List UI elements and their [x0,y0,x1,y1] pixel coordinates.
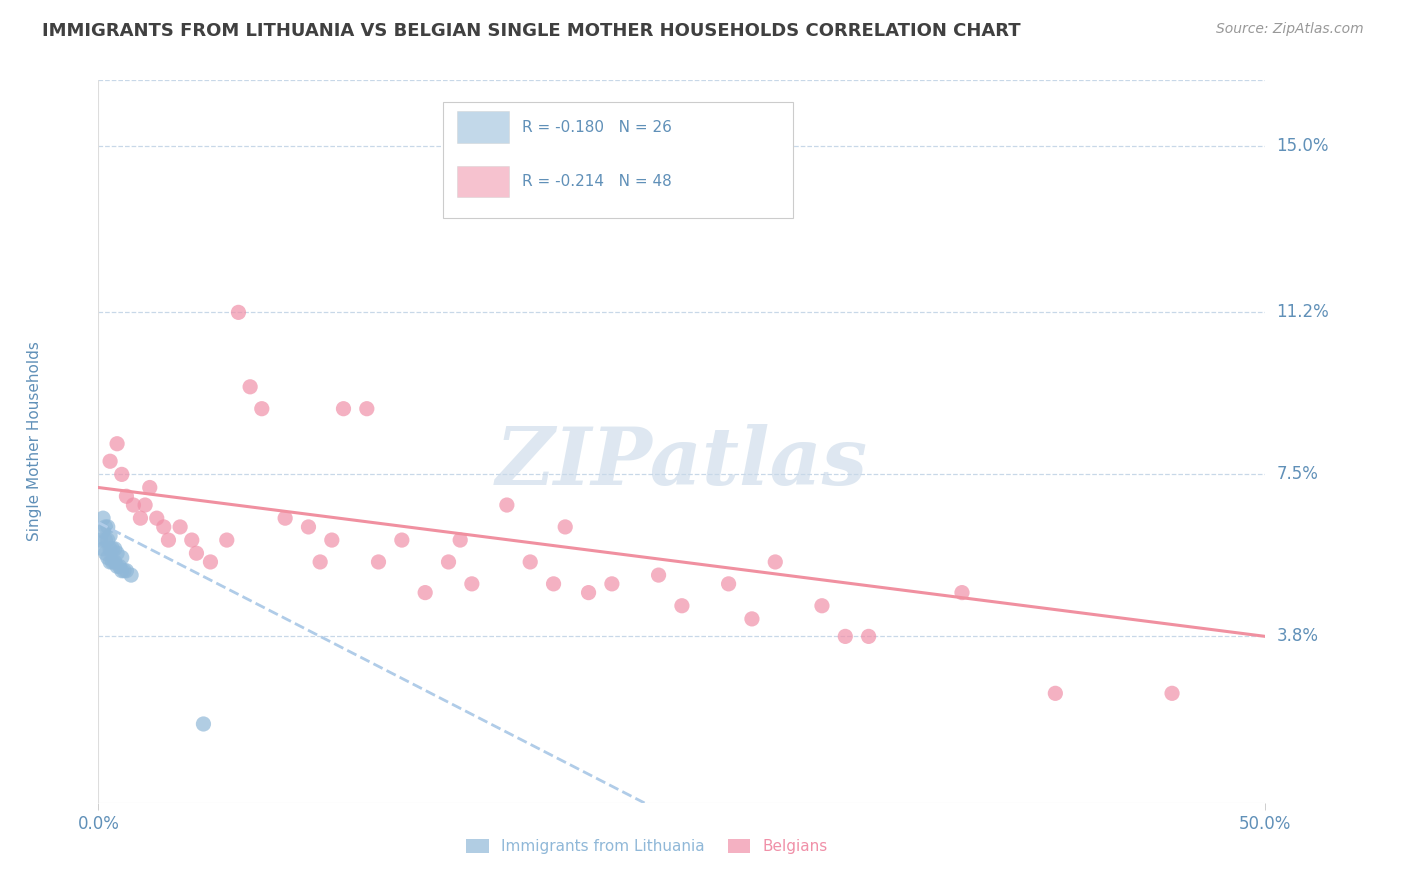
Point [97,533,120,547]
Point [356,401,378,416]
Point [105,436,128,450]
Point [437,555,460,569]
Point [108,559,131,574]
Point [717,577,740,591]
Point [321,533,343,547]
Point [228,305,250,319]
Point [391,533,413,547]
Point [152,520,174,534]
Point [97,550,120,565]
FancyBboxPatch shape [443,102,793,218]
Point [367,555,389,569]
Point [834,629,856,643]
Point [578,585,600,599]
Point [112,564,135,578]
Text: ZIPatlas: ZIPatlas [496,425,868,502]
Point [763,555,786,569]
Point [90,533,112,547]
Point [297,520,319,534]
Point [169,520,191,534]
Point [101,555,124,569]
Point [250,401,273,416]
Text: 3.8%: 3.8% [1277,627,1319,646]
Point [122,498,145,512]
Point [91,511,114,525]
Point [94,533,117,547]
Point [111,550,134,565]
Point [111,467,134,482]
Point [1045,686,1067,700]
Point [200,555,222,569]
FancyBboxPatch shape [457,166,509,197]
Point [215,533,238,547]
Point [94,520,117,534]
Point [332,401,354,416]
Point [104,555,127,569]
Point [98,541,121,556]
Point [91,524,114,539]
Text: 11.2%: 11.2% [1277,303,1329,321]
Point [115,489,138,503]
Text: R = -0.180   N = 26: R = -0.180 N = 26 [522,120,672,135]
Point [97,520,120,534]
Point [413,585,436,599]
Legend: Immigrants from Lithuania, Belgians: Immigrants from Lithuania, Belgians [460,833,834,860]
FancyBboxPatch shape [457,112,509,143]
Point [98,555,121,569]
Point [239,380,262,394]
Point [741,612,763,626]
Point [101,541,124,556]
Point [157,533,180,547]
Point [600,577,623,591]
Point [139,481,162,495]
Point [274,511,297,525]
Point [115,564,138,578]
Point [146,511,169,525]
Point [519,555,541,569]
Text: R = -0.214   N = 48: R = -0.214 N = 48 [522,174,672,189]
Point [120,568,142,582]
Point [94,546,117,560]
Point [111,564,134,578]
Point [104,541,127,556]
Point [543,577,565,591]
Text: 15.0%: 15.0% [1277,137,1329,155]
Point [461,577,484,591]
Text: Source: ZipAtlas.com: Source: ZipAtlas.com [1216,22,1364,37]
Text: 7.5%: 7.5% [1277,466,1319,483]
Point [449,533,471,547]
Point [309,555,332,569]
Point [98,529,121,543]
Point [105,546,128,560]
Point [193,717,215,731]
Point [1161,686,1184,700]
Text: Single Mother Households: Single Mother Households [27,342,42,541]
Point [950,585,973,599]
Point [496,498,519,512]
Point [647,568,669,582]
Point [91,541,114,556]
Point [554,520,576,534]
Point [858,629,880,643]
Point [671,599,693,613]
Point [98,454,121,468]
Point [129,511,152,525]
Point [134,498,156,512]
Point [186,546,208,560]
Point [105,559,128,574]
Point [180,533,202,547]
Text: IMMIGRANTS FROM LITHUANIA VS BELGIAN SINGLE MOTHER HOUSEHOLDS CORRELATION CHART: IMMIGRANTS FROM LITHUANIA VS BELGIAN SIN… [42,22,1021,40]
Point [811,599,834,613]
